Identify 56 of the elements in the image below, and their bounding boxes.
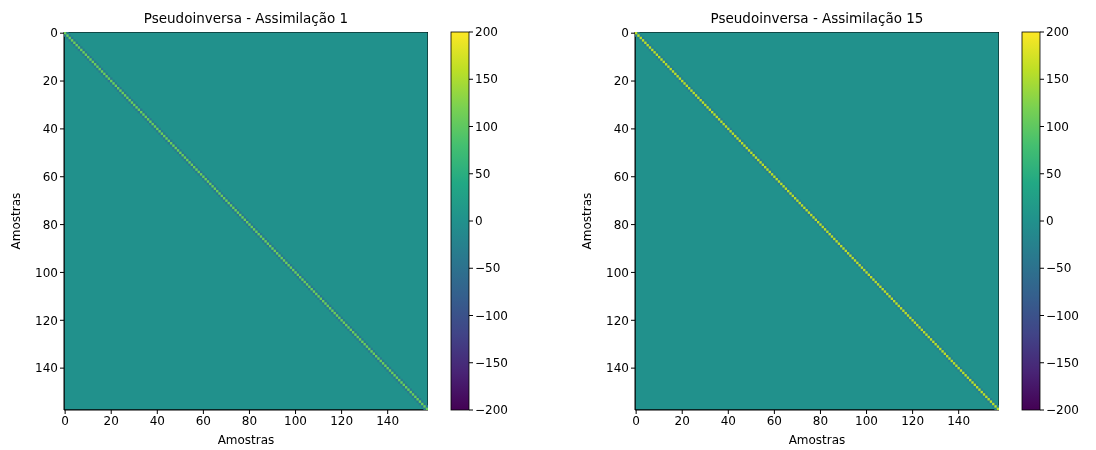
x-tick-label: 20 [674,413,690,428]
chart-title: Pseudoinversa - Assimilação 15 [709,10,925,26]
color-bar-label: 200 [1046,25,1069,39]
x-tick-label: 80 [241,413,258,428]
y-tick-label: 120 [35,313,58,328]
y-tick-label: 40 [42,122,58,137]
color-bar-label: −200 [475,403,508,417]
y-tick-label: 100 [606,265,629,280]
x-tick-label: 100 [855,413,878,428]
color-bar-label: −150 [1046,355,1079,370]
x-tick-label: 80 [812,413,829,428]
color-bar-label: 50 [475,166,491,181]
x-tick-label: 120 [330,413,354,428]
y-tick-label: 100 [35,265,58,280]
x-tick-label: 140 [376,413,400,428]
x-axis-title: Amostras [217,433,275,447]
y-tick-label: 120 [606,313,629,328]
color-bar-label: −50 [1046,261,1072,276]
x-tick-label: 120 [901,413,925,428]
color-bar-label: −50 [475,261,501,276]
x-tick-label: 60 [766,413,783,428]
y-axis-title: Amostras [580,192,595,250]
y-tick-label: 40 [613,122,629,137]
color-bar-label: −100 [475,308,508,323]
x-tick-label: 0 [632,413,640,428]
x-tick-label: 0 [61,413,69,428]
color-bar-label: 100 [475,119,498,134]
x-axis-title: Amostras [788,433,846,447]
y-tick-label: 80 [42,217,58,232]
color-bar-label: 200 [475,25,498,39]
y-tick-label: 0 [50,26,58,41]
x-tick-label: 20 [103,413,119,428]
x-tick-label: 40 [149,413,165,428]
y-axis-title: Amostras [9,192,24,250]
x-tick-label: 40 [720,413,736,428]
color-bar-label: 100 [1046,119,1069,134]
color-bar-label: 50 [1046,166,1062,181]
y-tick-label: 80 [613,217,629,232]
color-bar-label: 0 [1046,214,1054,228]
x-tick-label: 60 [195,413,212,428]
x-tick-label: 100 [284,413,307,428]
y-tick-label: 20 [42,74,58,89]
color-bar-label: −100 [1046,308,1079,323]
chart-title: Pseudoinversa - Assimilação 1 [142,10,350,26]
y-tick-label: 0 [621,26,629,41]
y-tick-label: 140 [35,361,58,376]
y-tick-label: 140 [606,361,629,376]
color-bar-label: 0 [475,214,483,228]
color-bar-label: −200 [1046,403,1079,417]
color-bar-label: −150 [475,355,508,370]
y-tick-label: 20 [613,74,629,89]
x-tick-label: 140 [947,413,971,428]
color-bar-label: 150 [1046,72,1069,87]
y-tick-label: 60 [42,170,58,184]
y-tick-label: 60 [613,170,629,184]
color-bar-label: 150 [475,72,498,87]
